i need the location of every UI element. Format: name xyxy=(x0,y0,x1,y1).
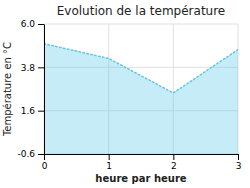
tick-label: 3.8 xyxy=(21,63,36,73)
tick: 3.8 xyxy=(21,63,44,73)
tick-label: 2 xyxy=(171,161,177,171)
marks xyxy=(44,44,238,154)
tick-mark xyxy=(173,154,174,160)
axis-line xyxy=(45,154,239,155)
tick-mark xyxy=(44,154,45,160)
grid-line xyxy=(44,24,238,25)
tick-label: 1.6 xyxy=(21,106,36,116)
tick-mark xyxy=(38,111,44,112)
title: Evolution de la température xyxy=(57,4,226,18)
tick-label: 6.0 xyxy=(21,19,36,29)
tick-label: 1 xyxy=(106,161,112,171)
tick-mark xyxy=(238,154,239,160)
plot: 0 1 2 3 -0.6 1.6 3.8 6.0 xyxy=(17,19,241,171)
tick-mark xyxy=(38,154,44,155)
tick-label: 0 xyxy=(42,161,48,171)
y-axis-title: Température en °C xyxy=(2,42,13,137)
tick-mark xyxy=(38,24,44,25)
tick: 1.6 xyxy=(21,106,44,116)
tick: 6.0 xyxy=(21,19,44,29)
grid xyxy=(44,24,238,154)
tick: 2 xyxy=(171,154,177,171)
tick-label: -0.6 xyxy=(17,149,35,159)
tick-mark xyxy=(109,154,110,160)
tick: -0.6 xyxy=(17,149,44,159)
tick-mark xyxy=(38,67,44,68)
grid-line xyxy=(44,24,45,154)
tick: 0 xyxy=(42,154,48,171)
tick: 3 xyxy=(236,154,242,171)
axis-line xyxy=(44,25,45,155)
y-axis: -0.6 1.6 3.8 6.0 xyxy=(17,19,44,159)
tick-label: 3 xyxy=(236,161,242,171)
chart: 0 1 2 3 -0.6 1.6 3.8 6.0 Evolution de la tempéra… xyxy=(0,0,250,188)
tick: 1 xyxy=(106,154,112,171)
x-axis-title: heure par heure xyxy=(95,173,186,184)
line xyxy=(44,44,238,93)
area xyxy=(44,44,238,154)
x-axis: 0 1 2 3 xyxy=(42,154,242,171)
